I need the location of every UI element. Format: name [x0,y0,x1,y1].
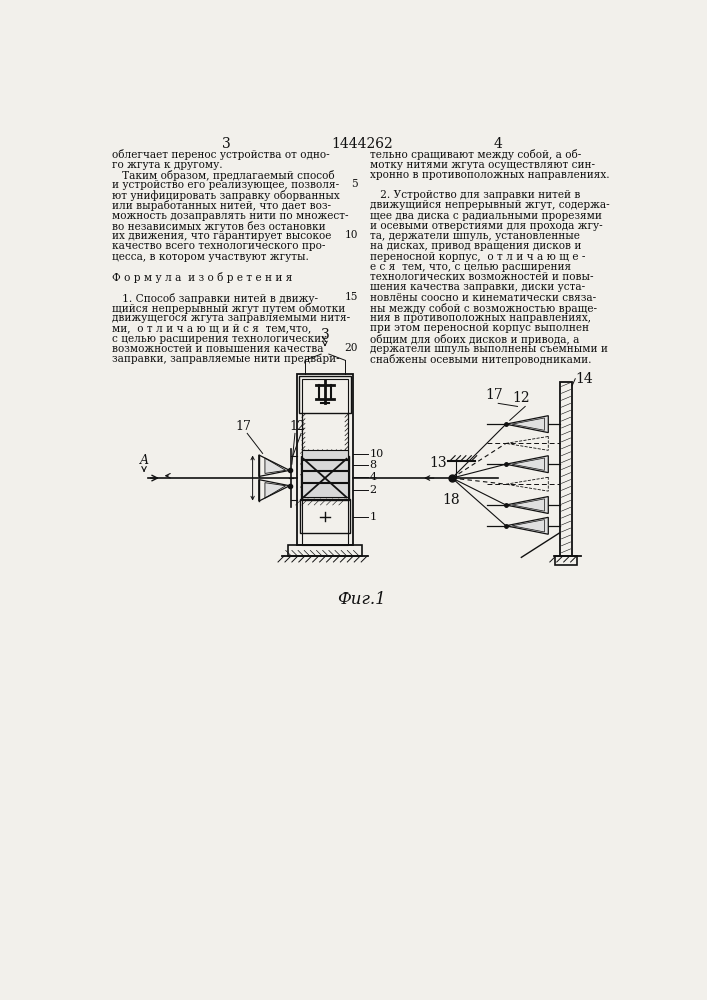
Polygon shape [506,497,549,513]
Text: е с я  тем, что, с целью расширения: е с я тем, что, с целью расширения [370,262,571,272]
Text: снабжены осевыми нитепроводниками.: снабжены осевыми нитепроводниками. [370,354,592,365]
Text: Таким образом, предлагаемый способ: Таким образом, предлагаемый способ [112,170,335,181]
Bar [302,483,348,497]
Text: 14: 14 [575,372,593,386]
Text: щийся непрерывный жгут путем обмотки: щийся непрерывный жгут путем обмотки [112,303,346,314]
Text: держатели шпуль выполнены съемными и: держатели шпуль выполнены съемными и [370,344,608,354]
Text: A: A [139,454,148,467]
Bar [302,379,348,545]
Text: движущегося жгута заправляемыми нитя-: движущегося жгута заправляемыми нитя- [112,313,351,323]
Text: ны между собой с возможностью враще-: ны между собой с возможностью враще- [370,303,597,314]
Text: 12: 12 [513,391,530,405]
Text: технологических возможностей и повы-: технологических возможностей и повы- [370,272,594,282]
Bar [302,471,348,482]
Text: шения качества заправки, диски уста-: шения качества заправки, диски уста- [370,282,585,292]
Text: хронно в противоположных направлениях.: хронно в противоположных направлениях. [370,170,610,180]
Text: 12: 12 [289,420,305,433]
Bar [288,545,362,556]
Text: и устройство его реализующее, позволя-: и устройство его реализующее, позволя- [112,180,339,190]
Text: ми,  о т л и ч а ю щ и й с я  тем,что,: ми, о т л и ч а ю щ и й с я тем,что, [112,323,312,333]
Text: 1: 1 [370,512,377,522]
Bar [300,499,351,533]
Text: 3: 3 [320,328,329,342]
Text: 15: 15 [345,292,358,302]
Text: ния в противоположных направлениях,: ния в противоположных направлениях, [370,313,592,323]
Text: цесса, в котором участвуют жгуты.: цесса, в котором участвуют жгуты. [112,252,310,262]
Text: го жгута к другому.: го жгута к другому. [112,160,223,170]
Text: 4: 4 [493,137,503,151]
Polygon shape [506,517,549,534]
Text: общим для обоих дисков и привода, а: общим для обоих дисков и привода, а [370,334,580,345]
Bar [302,460,348,470]
Text: 13: 13 [429,456,447,470]
Text: ют унифицировать заправку оборванных: ют унифицировать заправку оборванных [112,190,340,201]
Polygon shape [506,456,549,473]
Text: их движения, что гарантирует высокое: их движения, что гарантирует высокое [112,231,332,241]
Text: тельно сращивают между собой, а об-: тельно сращивают между собой, а об- [370,149,582,160]
Polygon shape [265,483,286,498]
Text: 5: 5 [351,179,358,189]
Text: качество всего технологического про-: качество всего технологического про- [112,241,326,251]
Text: можность дозаправлять нити по множест-: можность дозаправлять нити по множест- [112,211,349,221]
Bar [555,556,577,565]
Text: 10: 10 [344,230,358,240]
Text: 20: 20 [344,343,358,353]
Text: с целью расширения технологических: с целью расширения технологических [112,334,327,344]
Text: движущийся непрерывный жгут, содержа-: движущийся непрерывный жгут, содержа- [370,200,610,210]
Bar [302,450,348,459]
Text: 2: 2 [370,485,377,495]
Text: 4: 4 [370,472,377,482]
Text: 1. Способ заправки нитей в движу-: 1. Способ заправки нитей в движу- [112,293,318,304]
Text: при этом переносной корпус выполнен: при этом переносной корпус выполнен [370,323,590,333]
Text: на дисках, привод вращения дисков и: на дисках, привод вращения дисков и [370,241,582,251]
Text: 10: 10 [370,449,384,459]
Text: новлёны соосно и кинематически связа-: новлёны соосно и кинематически связа- [370,293,597,303]
Text: 8: 8 [370,460,377,470]
Text: 2. Устройство для заправки нитей в: 2. Устройство для заправки нитей в [370,190,580,200]
Text: та, держатели шпуль, установленные: та, держатели шпуль, установленные [370,231,580,241]
Text: мотку нитями жгута осуществляют син-: мотку нитями жгута осуществляют син- [370,160,595,170]
Text: Фиг.1: Фиг.1 [337,591,386,608]
Text: во независимых жгутов без остановки: во независимых жгутов без остановки [112,221,326,232]
Text: Ф о р м у л а  и з о б р е т е н и я: Ф о р м у л а и з о б р е т е н и я [112,272,293,283]
Text: возможностей и повышения качества: возможностей и повышения качества [112,344,324,354]
Text: 17: 17 [235,420,251,433]
Text: 1444262: 1444262 [331,137,393,151]
Bar [560,382,572,556]
Text: и осевыми отверстиями для прохода жгу-: и осевыми отверстиями для прохода жгу- [370,221,603,231]
Bar [297,374,353,545]
Text: заправки, заправляемые нити предвари-: заправки, заправляемые нити предвари- [112,354,340,364]
Text: 3: 3 [222,137,230,151]
Bar [301,456,349,500]
Text: щее два диска с радиальными прорезями: щее два диска с радиальными прорезями [370,211,602,221]
Text: или выработанных нитей, что дает воз-: или выработанных нитей, что дает воз- [112,200,332,211]
Text: облегчает перенос устройства от одно-: облегчает перенос устройства от одно- [112,149,330,160]
Polygon shape [506,416,549,433]
Text: 18: 18 [443,493,460,507]
Text: переносной корпус,  о т л и ч а ю щ е -: переносной корпус, о т л и ч а ю щ е - [370,252,586,262]
Bar [299,376,351,413]
Text: 17: 17 [486,388,503,402]
Polygon shape [265,458,286,473]
